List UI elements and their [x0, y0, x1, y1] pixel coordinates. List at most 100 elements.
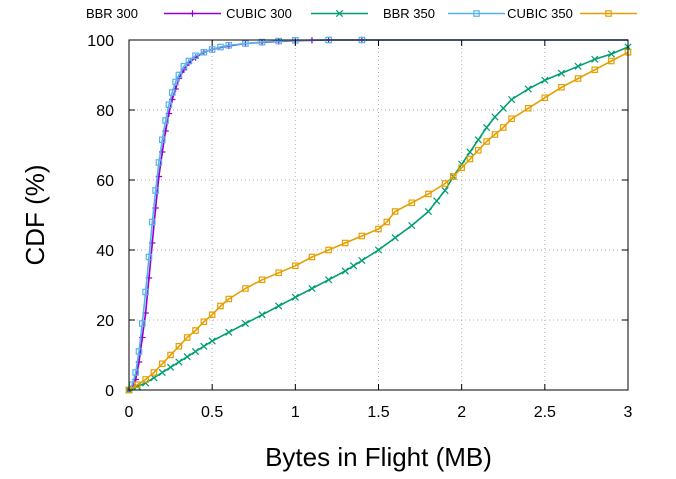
data-point-bbr-350	[192, 52, 199, 60]
data-point-cubic-300	[225, 328, 233, 336]
y-tick-label: 20	[96, 313, 114, 330]
y-tick-label: 40	[96, 243, 114, 260]
data-point-bbr-350	[180, 62, 188, 70]
data-point-bbr-350	[165, 101, 173, 109]
x-tick-label: 0.5	[201, 404, 223, 421]
data-point-cubic-300	[408, 221, 416, 230]
data-point-cubic-300	[208, 337, 216, 345]
legend-marker-cubic-350	[605, 10, 612, 17]
data-point-cubic-350	[499, 124, 507, 131]
data-point-cubic-350	[150, 369, 158, 376]
x-tick-label: 2	[457, 404, 466, 421]
series-line-cubic-350	[128, 51, 629, 391]
series-cubic-350	[125, 48, 632, 394]
data-point-cubic-300	[183, 353, 191, 361]
legend-item-cubic-350: CUBIC 350	[507, 6, 637, 21]
legend-item-cubic-300: CUBIC 300	[226, 6, 368, 21]
data-point-cubic-300	[166, 363, 175, 371]
data-point-cubic-350	[574, 75, 582, 82]
data-point-cubic-350	[167, 351, 174, 359]
data-point-bbr-350	[185, 57, 193, 65]
data-point-cubic-350	[475, 146, 482, 154]
series-bbr-300	[125, 36, 628, 394]
data-point-cubic-350	[258, 276, 266, 284]
tick-marks	[128, 39, 629, 391]
data-point-cubic-300	[275, 302, 283, 310]
data-point-cubic-300	[574, 62, 582, 70]
legend-marker-cubic-300	[335, 9, 344, 18]
legend-label-cubic-350: CUBIC 350	[507, 6, 573, 21]
series-bbr-350	[125, 36, 628, 394]
data-point-cubic-350	[441, 180, 449, 187]
data-point-bbr-350	[145, 253, 153, 261]
data-point-bbr-350	[162, 117, 169, 124]
data-point-cubic-350	[308, 253, 316, 261]
data-point-bbr-350	[275, 37, 283, 45]
data-point-cubic-350	[183, 334, 191, 341]
legend: BBR 300 CUBIC 300 BBR 350 CUBIC 350	[86, 6, 637, 21]
y-axis-title: CDF (%)	[20, 164, 50, 265]
data-point-cubic-350	[217, 302, 224, 310]
data-point-cubic-300	[499, 104, 507, 112]
data-point-cubic-350	[491, 131, 499, 138]
legend-marker-bbr-300	[189, 10, 196, 17]
data-point-cubic-350	[541, 94, 549, 102]
data-point-cubic-350	[483, 138, 490, 145]
data-point-cubic-350	[292, 262, 299, 270]
data-point-cubic-350	[208, 311, 216, 319]
data-point-bbr-350	[142, 288, 149, 296]
data-point-bbr-350	[155, 159, 163, 166]
data-point-bbr-350	[158, 136, 166, 144]
data-point-cubic-350	[425, 190, 432, 198]
data-point-cubic-350	[391, 208, 399, 215]
data-point-bbr-350	[225, 41, 233, 49]
data-point-bbr-350	[172, 78, 179, 86]
legend-label-bbr-350: BBR 350	[383, 6, 435, 21]
data-point-bbr-350	[152, 187, 159, 194]
data-point-cubic-350	[142, 376, 149, 383]
data-point-cubic-300	[324, 276, 333, 284]
data-point-cubic-300	[175, 358, 183, 366]
data-point-cubic-300	[591, 55, 599, 63]
data-point-cubic-350	[242, 285, 249, 292]
data-point-cubic-300	[291, 293, 299, 301]
data-point-cubic-300	[524, 85, 532, 93]
data-point-bbr-350	[208, 46, 216, 53]
legend-item-bbr-300: BBR 300	[86, 6, 221, 21]
data-point-cubic-350	[200, 318, 208, 326]
legend-marker-bbr-350	[473, 10, 480, 17]
data-point-cubic-350	[341, 239, 349, 247]
x-tick-label: 1	[291, 404, 300, 421]
data-point-cubic-350	[134, 381, 141, 389]
data-point-cubic-300	[349, 262, 358, 270]
data-point-cubic-300	[441, 186, 449, 195]
x-tick-label: 2.5	[534, 404, 556, 421]
data-point-bbr-350	[168, 89, 176, 96]
data-point-bbr-350	[258, 38, 266, 46]
data-point-cubic-300	[541, 76, 549, 84]
data-point-cubic-300	[391, 234, 399, 242]
legend-label-bbr-300: BBR 300	[86, 6, 138, 21]
data-point-cubic-350	[450, 173, 457, 180]
data-point-cubic-350	[175, 342, 183, 350]
data-point-cubic-300	[424, 207, 433, 216]
data-point-bbr-350	[148, 218, 156, 226]
data-point-cubic-350	[591, 66, 599, 74]
data-point-cubic-300	[433, 197, 441, 205]
data-point-cubic-300	[258, 311, 266, 319]
data-point-bbr-350	[200, 48, 208, 56]
x-tick-label: 3	[624, 404, 633, 421]
legend-item-bbr-350: BBR 350	[383, 6, 505, 21]
y-tick-label: 60	[96, 173, 114, 190]
data-point-cubic-300	[607, 50, 615, 58]
data-point-cubic-350	[558, 83, 565, 91]
data-point-cubic-300	[557, 69, 566, 77]
data-point-bbr-350	[217, 43, 224, 51]
data-point-bbr-350	[135, 348, 143, 355]
data-point-cubic-350	[458, 164, 465, 172]
data-point-cubic-300	[241, 319, 250, 328]
data-point-cubic-300	[507, 95, 516, 104]
x-tick-label: 1.5	[367, 404, 389, 421]
